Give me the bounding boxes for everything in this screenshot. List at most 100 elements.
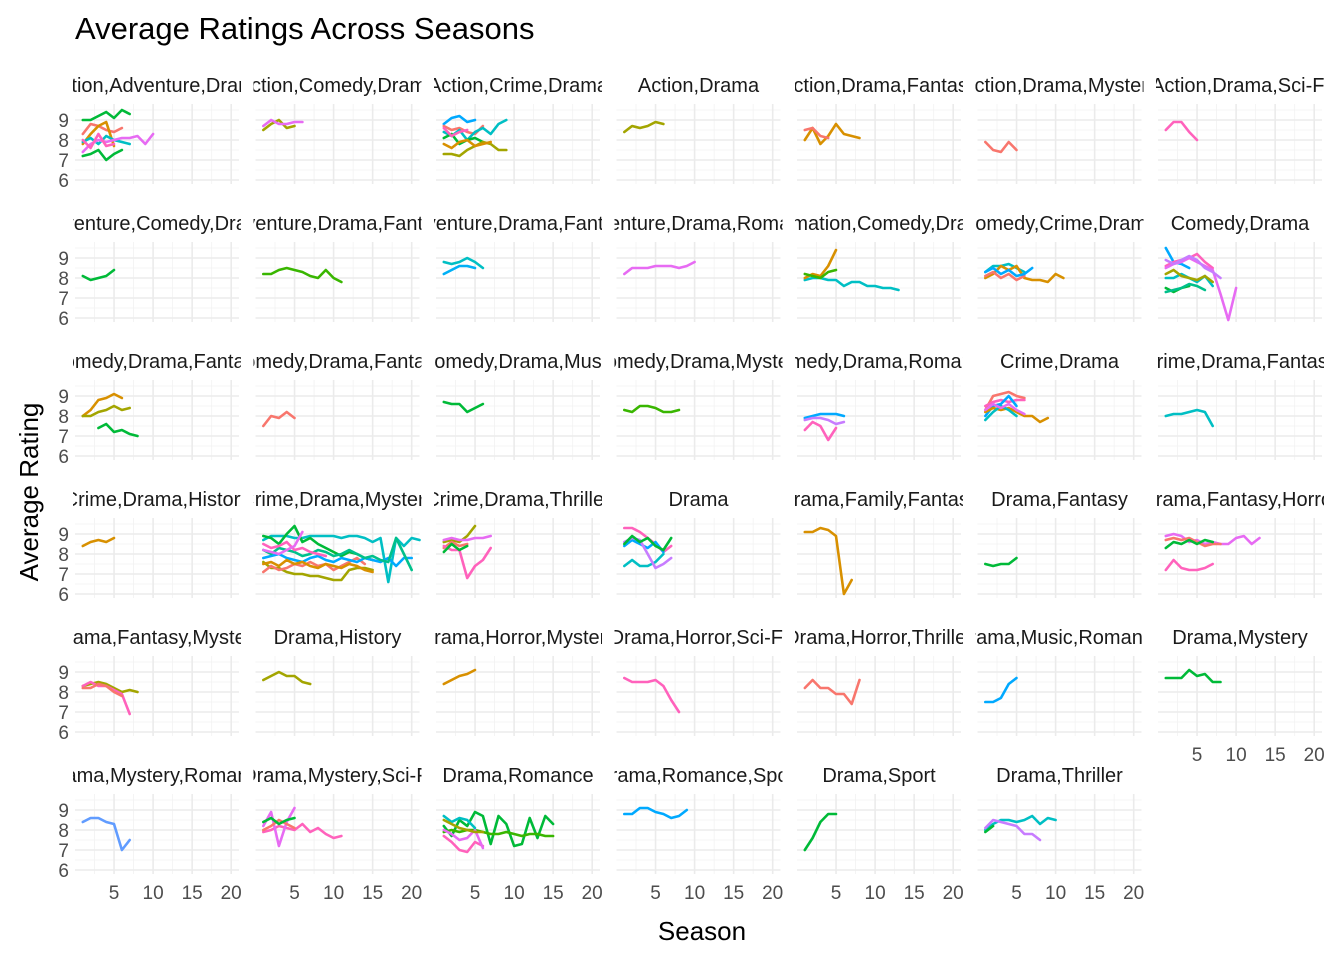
facet-strip-label: Drama,Horror,Sci-Fi	[610, 627, 788, 649]
series-line	[803, 526, 853, 596]
series-line	[984, 814, 1057, 832]
facet-panel: Comedy,Drama,Mystery	[615, 351, 783, 460]
y-tick-label: 7	[58, 841, 69, 862]
facet-panel: Comedy,Drama,Fantasy	[254, 351, 422, 460]
facet-strip-label: Crime,Drama,Thriller	[425, 489, 611, 511]
series-line	[984, 140, 1018, 154]
facet-strip-label: Action,Adventure,Drama	[48, 75, 267, 97]
series-line	[262, 118, 304, 128]
y-tick-label: 8	[58, 269, 69, 290]
x-tick-label: 5	[109, 883, 120, 904]
series-line	[262, 558, 374, 574]
series-line	[984, 264, 1065, 284]
series-line	[81, 536, 116, 548]
y-tick-label: 8	[58, 131, 69, 152]
y-tick-label: 7	[58, 703, 69, 724]
y-tick-label: 6	[58, 861, 69, 882]
x-tick-label: 20	[221, 883, 242, 904]
facet-strip-label: Drama,History	[274, 627, 402, 649]
series-line	[442, 138, 492, 150]
series-line	[442, 264, 477, 276]
facet-panel: Adventure,Drama,Romance	[615, 213, 783, 322]
facet-panel: Comedy,Drama,Romance	[795, 351, 963, 460]
facet-strip-label: Drama,Horror,Mystery	[420, 627, 617, 649]
y-tick-label: 8	[58, 821, 69, 842]
y-tick-label: 6	[58, 309, 69, 330]
series-line	[803, 416, 846, 426]
facet-strip-label: Drama,Thriller	[996, 765, 1123, 787]
series-line	[81, 268, 116, 282]
y-tick-label: 8	[58, 545, 69, 566]
facet-panel: Action,Comedy,Drama	[238, 75, 439, 184]
x-tick-label: 10	[1226, 745, 1247, 766]
series-line	[81, 148, 124, 162]
x-tick-label: 20	[1123, 883, 1144, 904]
series-line	[442, 256, 485, 270]
facet-panel: Drama,Mystery,Sci-Fi 5 10 15 20	[242, 765, 433, 904]
y-tick-label: 9	[58, 249, 69, 270]
facet-strip-label: Animation,Comedy,Drama	[762, 213, 996, 235]
series-line	[1164, 558, 1214, 572]
facet-panel: Drama,Horror,Thriller	[785, 627, 973, 736]
x-tick-label: 5	[470, 883, 481, 904]
facet-strip-label: Drama,Mystery,Sci-Fi	[242, 765, 433, 787]
series-line	[1164, 538, 1214, 550]
x-tick-label: 10	[143, 883, 164, 904]
series-line	[442, 828, 555, 838]
facet-strip-label: Drama,Romance	[442, 765, 593, 787]
series-line	[262, 818, 296, 832]
x-tick-label: 15	[723, 883, 744, 904]
facet-panel: Action,Drama,Mystery	[961, 75, 1158, 184]
facet-panel: Crime,Drama,Fantasy	[1156, 351, 1324, 460]
facet-panel: Drama,Horror,Sci-Fi	[610, 627, 788, 736]
facet-strip-label: Comedy,Crime,Drama	[961, 213, 1159, 235]
y-tick-label: 6	[58, 171, 69, 192]
series-line	[81, 816, 131, 852]
facet-panel: Crime,Drama,Thriller	[425, 489, 611, 598]
facet-strip-label: Adventure,Comedy,Drama	[39, 213, 275, 235]
x-tick-label: 20	[943, 883, 964, 904]
x-tick-label: 20	[1304, 745, 1325, 766]
y-tick-label: 7	[58, 151, 69, 172]
series-line	[623, 120, 665, 134]
series-line	[803, 678, 861, 706]
series-line	[442, 834, 485, 854]
series-line	[1164, 268, 1214, 284]
series-line	[97, 422, 139, 438]
facet-strip-label: Drama,Fantasy	[991, 489, 1128, 511]
y-tick-label: 9	[58, 111, 69, 132]
series-line	[984, 402, 1026, 416]
series-line	[803, 412, 846, 420]
facet-panel: Drama,Family,Fantasy	[779, 489, 979, 598]
series-line	[262, 806, 296, 848]
facet-strip-label: Drama,Mystery,Romance	[44, 765, 269, 787]
x-tick-label: 20	[582, 883, 603, 904]
facet-strip-label: Comedy,Drama	[1171, 213, 1310, 235]
facet-strip-label: Drama,Horror,Thriller	[785, 627, 973, 649]
facet-strip-label: Action,Drama,Mystery	[961, 75, 1158, 97]
facet-strip-label: Drama,Romance,Sport	[596, 765, 801, 787]
x-tick-label: 10	[504, 883, 525, 904]
x-tick-label: 15	[1265, 745, 1286, 766]
chart-title: Average Ratings Across Seasons	[75, 11, 535, 46]
facet-strip-label: Adventure,Drama,Fantasy	[221, 213, 454, 235]
series-line	[262, 118, 296, 132]
x-tick-label: 20	[762, 883, 783, 904]
x-axis-title: Season	[658, 916, 746, 946]
series-line	[803, 248, 838, 280]
x-tick-label: 5	[650, 883, 661, 904]
y-tick-label: 9	[58, 663, 69, 684]
facet-strip-label: Drama,Family,Fantasy	[779, 489, 979, 511]
facet-panel: Comedy,Drama,Music	[434, 351, 602, 460]
series-line	[984, 390, 1026, 412]
facet-strip-label: Action,Drama,Fantasy	[780, 75, 978, 97]
facet-strip-label: Action,Comedy,Drama	[238, 75, 439, 97]
y-tick-label: 9	[58, 801, 69, 822]
series-line	[623, 676, 681, 714]
series-line	[262, 534, 421, 584]
x-tick-label: 15	[362, 883, 383, 904]
